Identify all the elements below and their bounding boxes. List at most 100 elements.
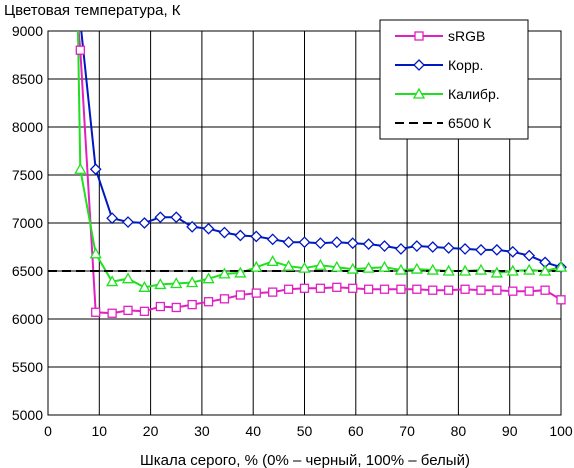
x-tick-label: 100 (549, 423, 573, 439)
series-point-1 (506, 245, 519, 258)
series-point-0 (203, 297, 214, 307)
series-point-0 (75, 45, 85, 55)
series-point-0 (508, 286, 518, 296)
y-tick-label: 7000 (12, 215, 43, 231)
series-point-0 (107, 308, 117, 318)
series-point-0 (235, 290, 246, 300)
series-point-1 (282, 236, 295, 249)
legend-marker-1 (413, 59, 425, 71)
series-point-1 (442, 242, 455, 254)
series-point-0 (540, 285, 550, 295)
series-point-2 (506, 264, 519, 276)
series-point-0 (428, 285, 438, 295)
series-point-1 (490, 243, 503, 256)
series-point-2 (474, 263, 488, 275)
series-point-0 (91, 307, 101, 317)
x-tick-label: 70 (399, 423, 415, 439)
legend-marker-0 (414, 31, 424, 41)
legend-label-2: Калибр. (448, 86, 500, 102)
series-point-1 (330, 236, 343, 249)
series-point-2 (330, 260, 343, 272)
series-point-2 (74, 162, 87, 174)
series-point-2 (89, 247, 102, 259)
series-point-2 (202, 272, 215, 284)
x-tick-label: 0 (44, 423, 52, 439)
series-point-0 (332, 282, 342, 292)
series-point-2 (186, 276, 199, 288)
y-tick-label: 7500 (12, 167, 43, 183)
series-point-2 (170, 277, 183, 289)
series-point-2 (154, 278, 167, 290)
y-tick-label: 9000 (12, 23, 43, 39)
x-tick-label: 60 (348, 423, 364, 439)
series-point-0 (492, 285, 502, 295)
y-tick-label: 5500 (12, 359, 43, 375)
series-point-2 (298, 261, 311, 273)
series-point-0 (171, 302, 181, 313)
series-point-2 (234, 266, 247, 278)
series-point-1 (459, 243, 471, 255)
legend: sRGB Корр. Калибр. 6500 К (379, 19, 529, 140)
series-point-1 (170, 211, 183, 224)
x-axis-ticks: 0 10 20 30 40 50 60 70 80 90 100 (44, 423, 573, 439)
series-point-1 (314, 237, 327, 250)
series-point-1 (410, 240, 423, 252)
series-point-0 (139, 306, 150, 316)
series-point-0 (363, 284, 374, 294)
series-point-1 (218, 226, 231, 239)
y-tick-label: 8500 (12, 71, 43, 87)
series-point-1 (298, 236, 311, 249)
series-point-0 (315, 283, 326, 293)
series-point-1 (250, 230, 263, 243)
series-point-2 (442, 264, 455, 276)
series-point-1 (362, 238, 375, 251)
series-point-1 (154, 211, 167, 224)
series-point-0 (251, 288, 261, 298)
x-tick-label: 30 (194, 423, 210, 439)
series-point-0 (524, 286, 534, 296)
series-point-2 (314, 258, 327, 270)
series-point-2 (378, 260, 391, 272)
series-point-1 (138, 217, 151, 229)
y-tick-label: 6000 (12, 311, 43, 327)
x-tick-label: 90 (502, 423, 518, 439)
series-point-2 (362, 261, 375, 273)
series-point-2 (394, 263, 408, 275)
markers-group (74, 45, 568, 318)
series-point-2 (346, 262, 359, 274)
series-point-1 (122, 216, 134, 228)
series-point-2 (523, 263, 536, 275)
x-axis-title: Шкала серого, % (0% – черный, 100% – бел… (140, 452, 470, 468)
y-tick-label: 8000 (12, 119, 43, 135)
series-point-2 (538, 264, 552, 276)
series-point-1 (395, 243, 407, 255)
series-point-2 (250, 260, 263, 272)
series-point-0 (396, 284, 406, 294)
series-point-2 (458, 264, 472, 276)
series-point-0 (348, 283, 358, 293)
x-tick-label: 40 (245, 423, 261, 439)
x-tick-label: 10 (92, 423, 108, 439)
series-point-1 (266, 233, 279, 246)
series-point-0 (123, 305, 133, 316)
series-point-0 (444, 285, 454, 295)
x-tick-label: 50 (297, 423, 313, 439)
series-point-0 (556, 295, 566, 305)
series-point-1 (426, 241, 439, 253)
series-point-0 (219, 294, 230, 304)
legend-label-1: Корр. (448, 57, 483, 73)
series-point-1 (378, 240, 391, 252)
y-tick-label: 6500 (12, 263, 43, 279)
x-tick-label: 80 (451, 423, 467, 439)
series-point-0 (460, 284, 470, 294)
legend-label-3: 6500 К (448, 115, 492, 131)
series-point-0 (476, 285, 486, 295)
series-point-0 (187, 299, 197, 310)
legend-marker-2 (412, 87, 426, 99)
series-point-0 (268, 287, 278, 297)
series-point-2 (266, 255, 279, 267)
series-point-1 (106, 212, 119, 225)
series-point-1 (346, 237, 359, 250)
series-point-2 (426, 263, 439, 275)
series-point-1 (89, 163, 102, 176)
